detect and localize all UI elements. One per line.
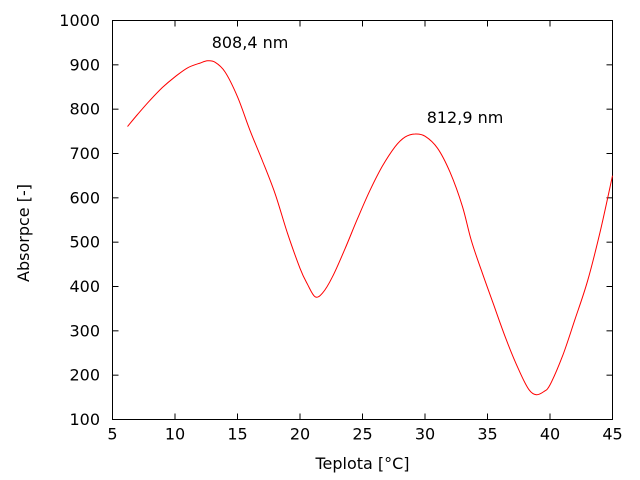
x-tick-label: 35 [477,425,497,444]
y-tick-label: 1000 [59,11,100,30]
annotation-peak2-wavelength: 812,9 nm [426,108,504,128]
y-tick-label: 300 [69,321,100,340]
x-tick-label: 25 [352,425,372,444]
x-tick-label: 40 [540,425,560,444]
x-tick-label: 30 [415,425,435,444]
y-tick-label: 500 [69,233,100,252]
absorbance-curve [127,60,613,396]
y-tick-label: 400 [69,277,100,296]
y-tick-label: 800 [69,100,100,119]
annotation-peak1-wavelength: 808,4 nm [211,32,289,52]
y-tick-label: 700 [69,144,100,163]
x-tick-label: 10 [165,425,185,444]
x-tick-label: 15 [227,425,247,444]
y-tick-label: 100 [69,410,100,429]
x-axis-title: Teplota [°C] [315,454,410,473]
plot-border [112,20,613,420]
x-tick-label: 5 [107,425,117,444]
x-tick-label: 45 [602,425,622,444]
x-tick-label: 20 [290,425,310,444]
y-axis-title: Absorpce [-] [14,184,33,282]
y-tick-label: 200 [69,366,100,385]
y-tick-label: 900 [69,55,100,74]
y-tick-label: 600 [69,188,100,207]
